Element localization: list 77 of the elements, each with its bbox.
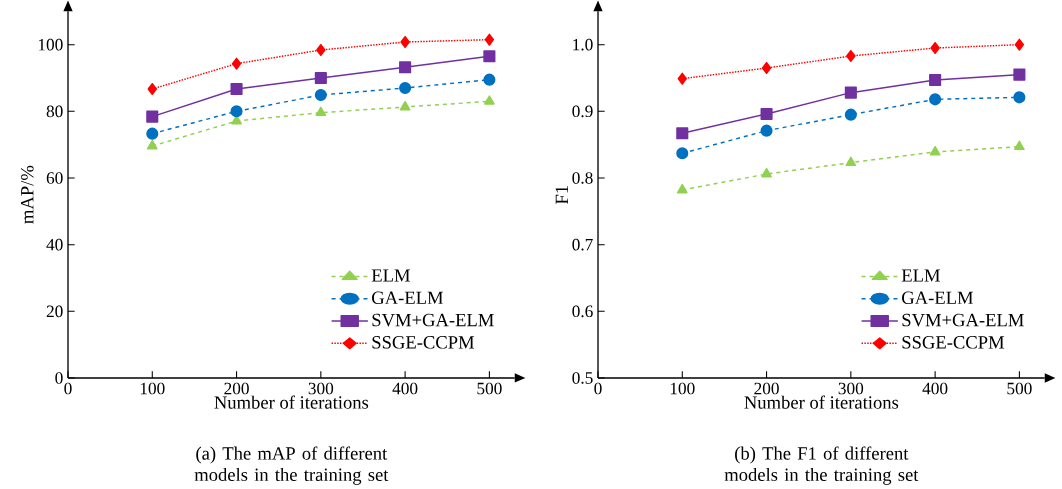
y-tick-label: 60 (46, 172, 63, 184)
y-tick-label: 20 (46, 305, 63, 318)
point (146, 127, 159, 140)
point (676, 127, 689, 140)
y-axis-title: mAP/% (20, 165, 34, 224)
y-tick-label: 100 (38, 38, 63, 51)
point (399, 81, 412, 94)
y-tick-label: 0 (55, 372, 63, 384)
point (231, 57, 242, 70)
point (929, 145, 941, 156)
y-tick-label: 0.7 (572, 238, 593, 251)
point (846, 49, 856, 62)
x-tick-label: 500 (477, 382, 502, 395)
point (230, 105, 243, 118)
point (845, 156, 857, 166)
x-tick-label: 0 (594, 382, 602, 395)
legend-label: ELM (371, 269, 410, 282)
point (314, 71, 327, 84)
x-tick-label: 200 (224, 382, 249, 395)
x-axis-title: Number of iterations (214, 395, 369, 409)
point (1013, 91, 1026, 104)
y-tick-label: 0.8 (572, 172, 593, 184)
point (1014, 38, 1025, 51)
point (929, 93, 942, 106)
y-tick-label: 40 (46, 238, 63, 251)
x-tick-label: 400 (392, 382, 418, 395)
point (760, 107, 773, 120)
point (760, 124, 773, 137)
point (676, 147, 689, 160)
x-tick-label: 300 (838, 382, 864, 395)
y-tick-label: 80 (46, 105, 63, 118)
y-tick-label: 0.9 (572, 105, 593, 118)
point (844, 108, 857, 121)
point (677, 72, 687, 85)
point (314, 88, 327, 101)
point (929, 73, 942, 86)
legend-label: GA-ELM (902, 291, 974, 304)
point (761, 61, 772, 74)
x-tick-label: 100 (140, 382, 165, 395)
point (484, 33, 495, 46)
point (146, 110, 159, 123)
point (147, 82, 157, 95)
text: (b) The F1 of different models in the training set (724, 446, 919, 485)
x-tick-label: 500 (1007, 382, 1032, 395)
point (315, 106, 327, 116)
point (483, 73, 496, 86)
y-tick-label: 0.6 (572, 305, 593, 318)
legend-label: SSGE-CCPM (902, 336, 1005, 349)
legend-label: SSGE-CCPM (372, 336, 475, 349)
x-tick-label: 0 (64, 382, 72, 395)
point (399, 100, 411, 111)
x-axis-title: Number of iterations (744, 395, 899, 409)
y-axis-title: F1 (555, 185, 568, 204)
point (230, 82, 243, 95)
point (483, 50, 496, 63)
x-tick-label: 300 (308, 382, 334, 395)
point (399, 61, 412, 74)
y-tick-label: 0.5 (572, 372, 593, 384)
legend-label: SVM+GA-ELM (372, 313, 494, 327)
point (146, 139, 158, 150)
y-tick-label: 1.0 (573, 38, 593, 51)
point (316, 43, 326, 56)
x-tick-label: 400 (922, 382, 948, 395)
point (1013, 68, 1026, 81)
point (761, 167, 772, 178)
x-tick-label: 200 (754, 382, 779, 395)
point (676, 183, 688, 194)
legend-label: ELM (901, 269, 940, 282)
point (484, 95, 495, 105)
point (930, 41, 940, 54)
legend-label: SVM+GA-ELM (902, 313, 1024, 327)
legend-label: GA-ELM (372, 291, 444, 304)
text: (a) The mAP of different models in the training set (194, 446, 389, 485)
point (400, 35, 410, 48)
point (1014, 140, 1025, 150)
point (844, 86, 857, 99)
x-tick-label: 100 (670, 382, 695, 395)
